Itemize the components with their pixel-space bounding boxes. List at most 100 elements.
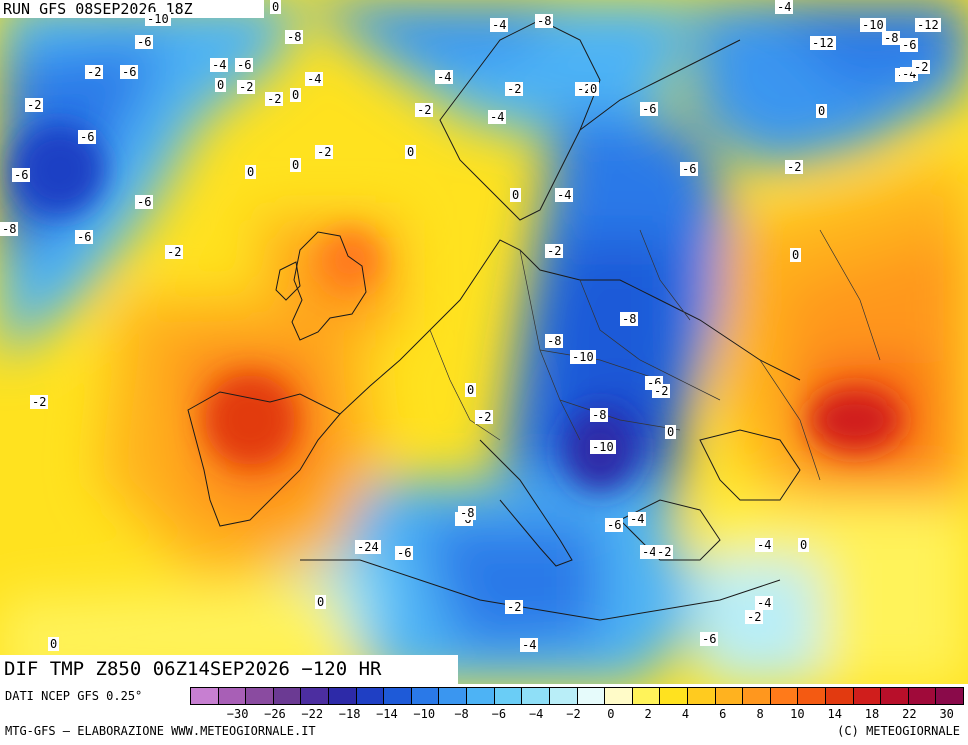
legend-swatch (908, 688, 937, 704)
legend-swatch (936, 688, 964, 704)
contour-label: -2 (652, 384, 671, 398)
legend-tick-label: −2 (566, 707, 581, 721)
contour-label: -6 (12, 168, 31, 182)
legend-tick-label: 30 (939, 707, 954, 721)
run-label: RUN GFS 08SEP2026 18Z (0, 0, 264, 18)
contour-label: -4 (210, 58, 229, 72)
legend-tick-label: 6 (719, 707, 727, 721)
legend-tick-label: 0 (607, 707, 615, 721)
legend-swatch (826, 688, 854, 704)
contour-label: -12 (810, 36, 836, 50)
contour-label: 0 (665, 425, 677, 439)
contour-label: -2 (85, 65, 104, 79)
contour-label: -2 (745, 610, 764, 624)
legend-tick-label: −30 (226, 707, 249, 721)
legend-swatch (411, 688, 440, 704)
legend-swatch (273, 688, 302, 704)
legend-swatch (660, 688, 688, 704)
country-borders (429, 229, 881, 481)
legend-swatch (301, 688, 330, 704)
contour-label: 0 (790, 248, 802, 262)
legend-swatch (329, 688, 357, 704)
legend-swatch (246, 688, 274, 704)
contour-label: 0 (270, 0, 282, 14)
legend-tick-label: −6 (491, 707, 507, 721)
legend-swatch (494, 688, 523, 704)
contour-label: -4 (755, 596, 774, 610)
contour-label: -12 (915, 18, 941, 32)
legend-swatch (467, 688, 495, 704)
legend-swatch (191, 688, 219, 704)
legend-tick-label: −14 (376, 707, 398, 721)
legend-swatch (605, 688, 633, 704)
temperature-anomaly-map: RUN GFS 08SEP2026 18Z -4-2-6-4-6-20-2-2-… (0, 0, 968, 684)
legend-tick-label: −4 (528, 707, 544, 721)
legend-swatch (853, 688, 882, 704)
legend-swatch (549, 688, 578, 704)
legend-swatch (384, 688, 412, 704)
contour-label: -2 (655, 545, 674, 559)
legend-tick-label: 14 (827, 707, 842, 721)
contour-label: -6 (680, 162, 699, 176)
contour-label: -6 (235, 58, 254, 72)
contour-label: -8 (620, 312, 639, 326)
contour-label: -6 (135, 195, 154, 209)
legend-swatch (439, 688, 468, 704)
contour-label: -6 (75, 230, 94, 244)
contour-label: -4 (555, 188, 574, 202)
legend-tick-label: 10 (790, 707, 805, 721)
contour-label: -2 (785, 160, 804, 174)
contour-label: -8 (285, 30, 304, 44)
legend-tick-label: −26 (264, 707, 286, 721)
map-title: DIF TMP Z850 06Z14SEP2026 −120 HR (0, 655, 458, 684)
contour-label: -8 (590, 408, 609, 422)
contour-label: -6 (605, 518, 624, 532)
contour-label: -8 (0, 222, 19, 236)
contour-label: -6 (135, 35, 154, 49)
contour-label: -2 (30, 395, 49, 409)
contour-label: -4 (488, 110, 507, 124)
contour-label: -4 (755, 538, 774, 552)
contour-label: -8 (535, 14, 554, 28)
map-canvas (0, 0, 968, 684)
contour-label: -2 (237, 80, 256, 94)
contour-label: -10 (590, 440, 616, 454)
contour-label: 0 (290, 88, 302, 102)
contour-label: 0 (465, 383, 477, 397)
legend-tick-label: 4 (681, 707, 690, 721)
contour-label: 0 (290, 158, 302, 172)
credit-right: (C) METEOGIORNALE (837, 724, 960, 738)
color-legend-ticks: −30 −26 −22 −18 −14 −10 −8 −6 −4 −2 0 2 4 6 8 10 14 18 22 3… (190, 707, 964, 723)
legend-swatch (577, 688, 606, 704)
data-source: DATI NCEP GFS 0.25° (5, 689, 143, 703)
contour-label: 0 (405, 145, 417, 159)
contour-label: -4 (640, 545, 659, 559)
contour-label: -2 (415, 103, 434, 117)
legend-tick-label: 18 (864, 707, 880, 721)
legend-swatch (218, 688, 247, 704)
contour-label: 0 (798, 538, 810, 552)
legend-swatch (770, 688, 799, 704)
legend-tick-label: 2 (644, 707, 652, 721)
contour-label: -6 (78, 130, 97, 144)
contour-label: 0 (215, 78, 227, 92)
contour-label: -6 (900, 38, 919, 52)
contour-label: -4 (628, 512, 647, 526)
contour-label: -2 (265, 92, 284, 106)
contour-label: -6 (120, 65, 139, 79)
contour-label: -4 (775, 0, 794, 14)
contour-label: -24 (355, 540, 381, 554)
contour-label: -2 (25, 98, 44, 112)
contour-label: -6 (395, 546, 414, 560)
contour-label: -10 (570, 350, 596, 364)
credit-left: MTG-GFS — ELABORAZIONE WWW.METEOGIORNALE… (5, 724, 316, 738)
legend-tick-label: −10 (413, 707, 436, 721)
contour-label: -4 (490, 18, 509, 32)
legend-swatch (687, 688, 716, 704)
contour-label: -4 (435, 70, 454, 84)
contour-label: -2 (545, 244, 564, 258)
contour-label: -8 (545, 334, 564, 348)
contour-label: -8 (458, 506, 477, 520)
contour-label: 0 (588, 82, 600, 96)
